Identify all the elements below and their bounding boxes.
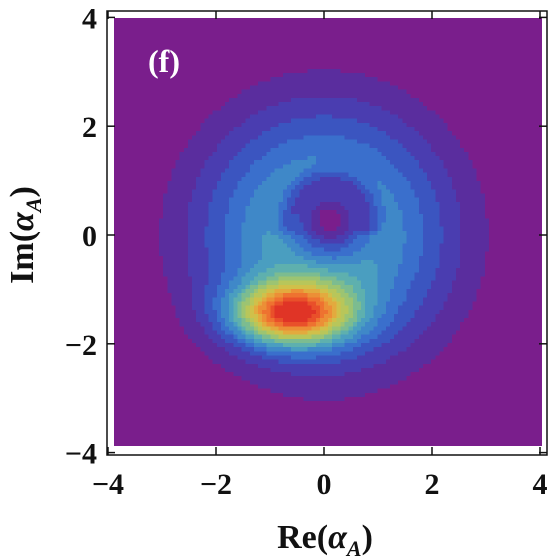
x-tick-label: −4 bbox=[92, 468, 124, 501]
x-tick-label: −2 bbox=[200, 468, 232, 501]
y-tick-label: 4 bbox=[82, 2, 97, 35]
contour-layers bbox=[159, 68, 489, 402]
contour-level-15 bbox=[274, 301, 316, 323]
y-axis-label: Im(αA) bbox=[4, 186, 46, 284]
panel-label: (f) bbox=[148, 43, 180, 79]
x-axis-label: Re(αA) bbox=[277, 519, 373, 559]
plot-frame bbox=[106, 10, 548, 456]
x-tick-label: 0 bbox=[317, 468, 332, 501]
x-tick-label: 4 bbox=[533, 468, 548, 501]
tick-labels: −4 −2 0 2 4 −4 −2 0 2 4 bbox=[65, 2, 548, 501]
y-tick-label: −4 bbox=[65, 438, 97, 471]
y-tick-label: 2 bbox=[82, 111, 97, 144]
y-tick-label: 0 bbox=[82, 220, 97, 253]
y-tick-label: −2 bbox=[65, 329, 97, 362]
axis-ticks bbox=[107, 11, 547, 455]
x-tick-label: 2 bbox=[425, 468, 440, 501]
